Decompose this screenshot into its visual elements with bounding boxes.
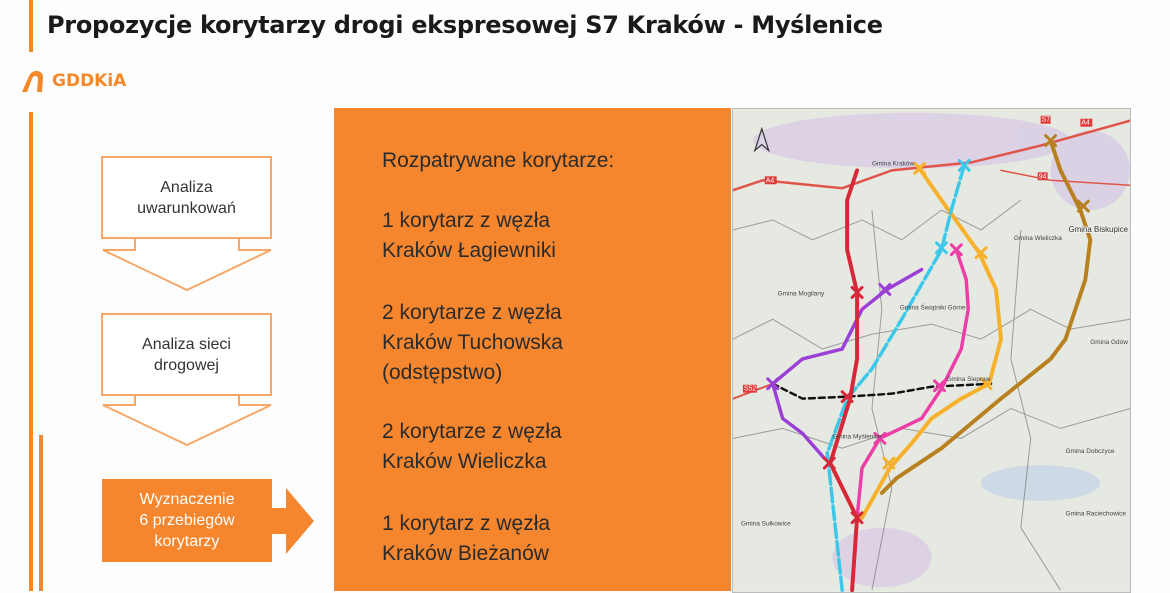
corridor-map: A4 A4 S7 94 S52 Gmina Kraków Gmina Mogil… bbox=[732, 108, 1131, 593]
map-label: Gmina Dobczyce bbox=[1065, 448, 1114, 455]
gddkia-logo-icon bbox=[22, 70, 43, 92]
route-purple bbox=[770, 267, 924, 460]
step-wyznaczenie: Wyznaczenie 6 przebiegów korytarzy bbox=[102, 479, 272, 562]
accent-line bbox=[29, 0, 33, 52]
route-red bbox=[828, 168, 860, 592]
step-analiza-uwarunkowan: Analiza uwarunkowań bbox=[101, 156, 272, 239]
step-text: Analiza bbox=[160, 178, 213, 196]
map-label: Gmina Świątniki Górne bbox=[900, 302, 966, 311]
route-cyan bbox=[825, 163, 966, 592]
map-label: Gmina Kraków bbox=[872, 160, 915, 167]
corridor-item: 1 korytarz z węzła Kraków Łagiewniki bbox=[382, 209, 556, 262]
logo-text: GDDKiA bbox=[52, 71, 127, 91]
corridor-item: 1 korytarz z węzła Kraków Bieżanów bbox=[382, 512, 551, 565]
step-text: Analiza sieci bbox=[142, 335, 231, 353]
step-text: uwarunkowań bbox=[137, 199, 236, 217]
road-label: S52 bbox=[744, 386, 756, 393]
map-label: Gmina Biskupice bbox=[1068, 225, 1128, 234]
flow-arrows bbox=[102, 238, 272, 447]
accent-line bbox=[39, 435, 43, 591]
corridor-item: 2 korytarze z węzła Kraków Tuchowska (odst… bbox=[382, 301, 563, 384]
road-label: A4 bbox=[1081, 120, 1090, 127]
map-label: Gmina Gdów bbox=[1090, 339, 1128, 346]
road-a4 bbox=[733, 119, 1130, 192]
step-text: Wyznaczenie bbox=[139, 491, 235, 508]
map-label: Gmina Siepraw bbox=[946, 376, 990, 383]
step-text: korytarzy bbox=[154, 533, 220, 550]
road-label: A4 bbox=[766, 177, 775, 184]
map-label: Gmina Sułkowice bbox=[741, 521, 791, 528]
step-analiza-sieci: Analiza sieci drogowej bbox=[101, 313, 272, 396]
arrow-right-icon bbox=[272, 488, 314, 554]
step-text: 6 przebiegów bbox=[139, 512, 235, 529]
page-title: Propozycje korytarzy drogi ekspresowej S… bbox=[47, 11, 883, 39]
step-text: drogowej bbox=[154, 356, 219, 374]
gddkia-logo: GDDKiA bbox=[20, 70, 126, 92]
corridor-item: 2 korytarze z węzła Kraków Wieliczka bbox=[382, 420, 562, 473]
route-brown bbox=[879, 138, 1093, 495]
road-label: S7 bbox=[1042, 117, 1051, 124]
corridors-panel: Rozpatrywane korytarze: 1 korytarz z węz… bbox=[334, 108, 731, 591]
map-label: Gmina Myślenice bbox=[832, 433, 882, 440]
map-label: Gmina Mogilany bbox=[778, 290, 825, 297]
panel-heading: Rozpatrywane korytarze: bbox=[382, 149, 615, 172]
north-arrow-icon bbox=[753, 126, 770, 153]
road-label: 94 bbox=[1039, 173, 1047, 180]
accent-line bbox=[29, 112, 33, 591]
route-yellow bbox=[860, 165, 1003, 520]
map-label: Gmina Wieliczka bbox=[1014, 235, 1062, 242]
map-label: Gmina Raciechowice bbox=[1065, 511, 1126, 518]
